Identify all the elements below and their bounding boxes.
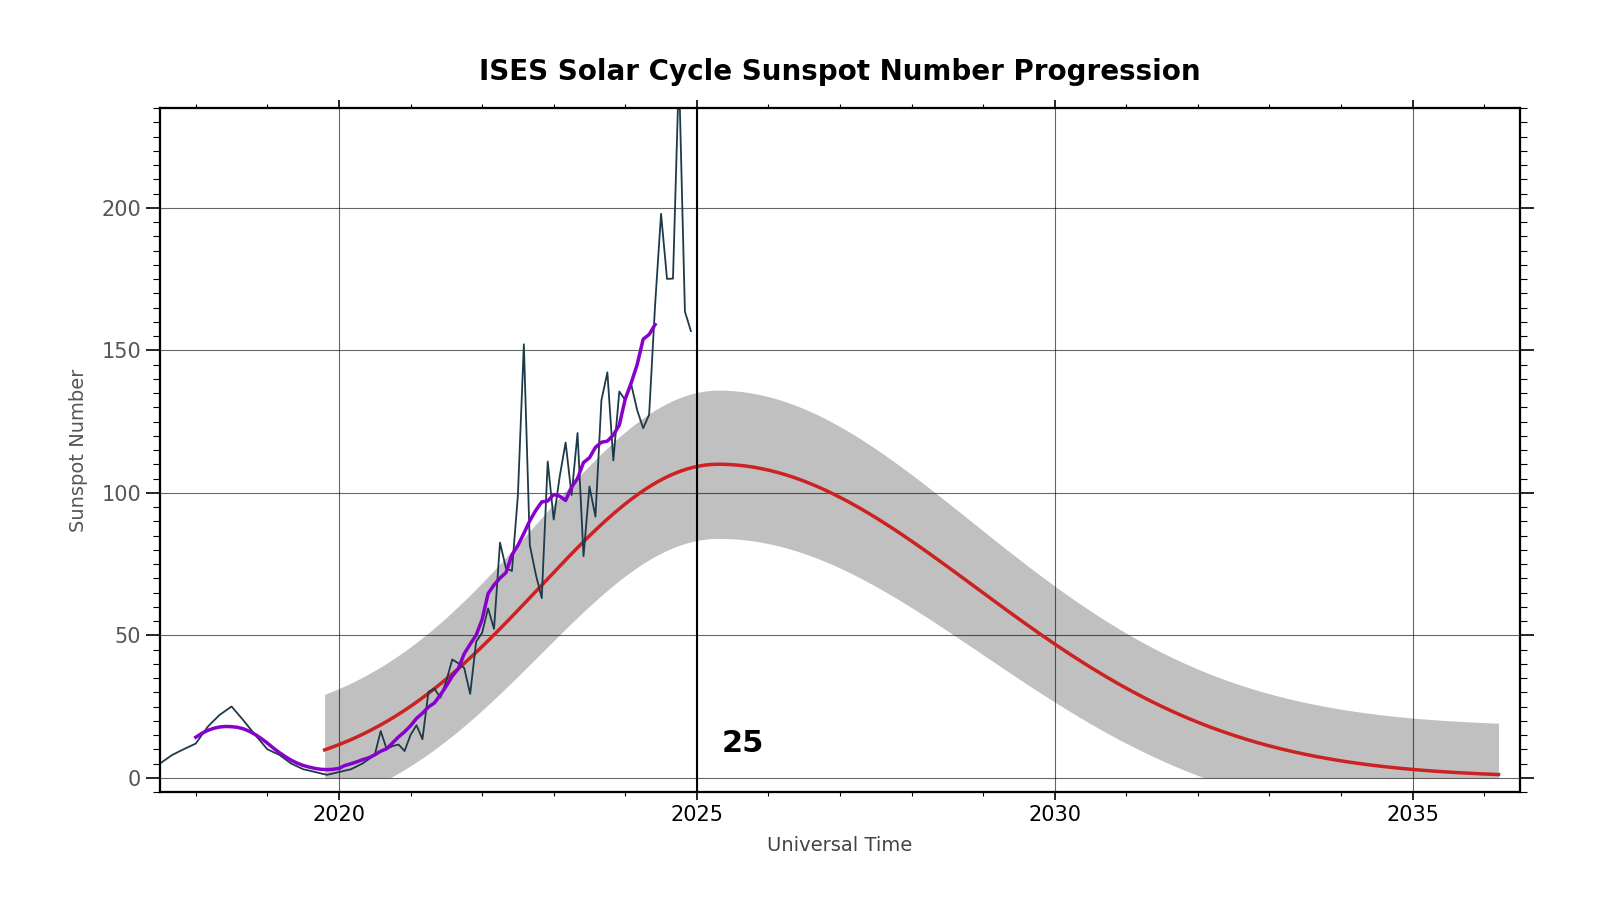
Title: ISES Solar Cycle Sunspot Number Progression: ISES Solar Cycle Sunspot Number Progress… [478, 58, 1202, 86]
X-axis label: Universal Time: Universal Time [768, 836, 912, 855]
Text: 25: 25 [722, 729, 765, 758]
Y-axis label: Sunspot Number: Sunspot Number [69, 368, 88, 532]
